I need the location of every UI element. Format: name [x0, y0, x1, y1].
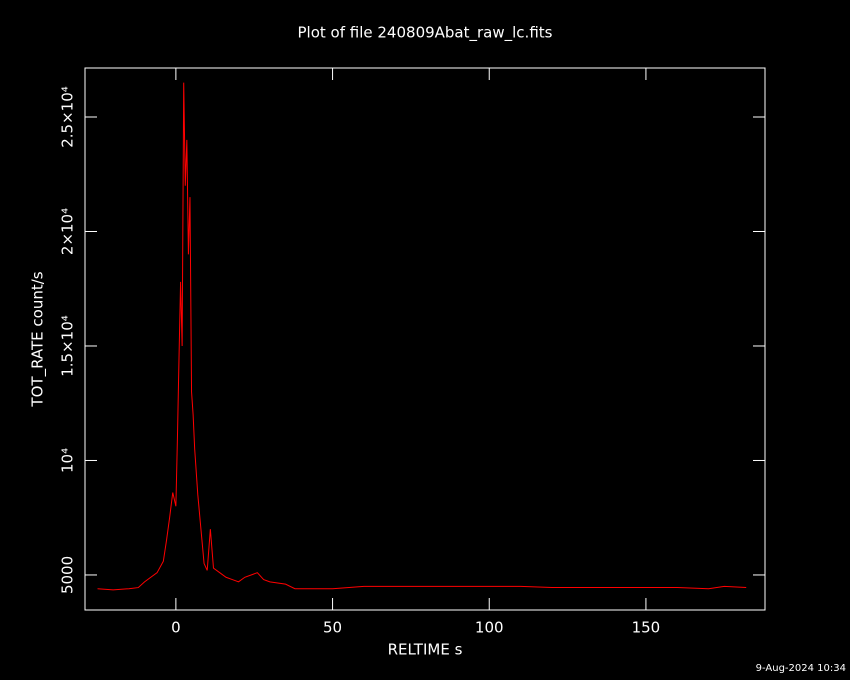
plot-frame [84, 67, 766, 611]
x-tick-label: 100 [475, 619, 504, 637]
y-tick-label: 5000 [59, 556, 77, 594]
timestamp: 9-Aug-2024 10:34 [756, 663, 846, 674]
light-curve [97, 82, 747, 591]
y-tick-label: 10⁴ [59, 448, 77, 473]
y-axis-label: TOT_RATE count/s [29, 271, 48, 407]
y-tick-label: 1.5×10⁴ [59, 315, 77, 377]
x-tick-label: 50 [323, 619, 342, 637]
x-tick-label: 0 [171, 619, 181, 637]
x-axis-label: RELTIME s [388, 641, 463, 659]
y-tick-label: 2×10⁴ [59, 208, 77, 255]
chart-title: Plot of file 240809Abat_raw_lc.fits [298, 24, 553, 43]
x-tick-label: 150 [632, 619, 661, 637]
y-tick-label: 2.5×10⁴ [59, 86, 77, 148]
